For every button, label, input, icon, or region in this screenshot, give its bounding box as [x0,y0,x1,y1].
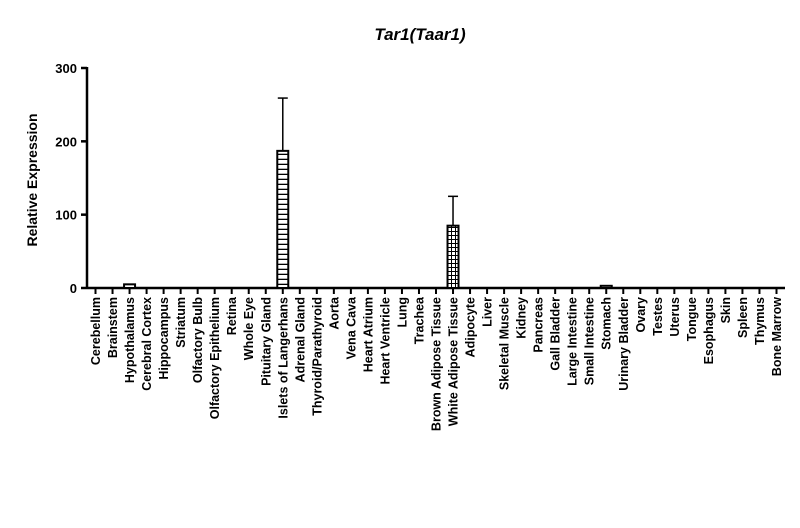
x-tick-label: White Adipose Tissue [447,297,461,426]
x-tick-label: Esophagus [702,297,716,364]
x-tick-label: Thyroid/Parathyroid [310,297,324,416]
x-tick-label: Striatum [174,297,188,348]
y-tick-label: 100 [55,208,77,223]
x-tick-label: Retina [225,296,239,335]
x-tick-label: Cerebral Cortex [140,297,154,391]
x-tick-label: Small Intestine [583,297,597,385]
bar [123,283,137,290]
bar [446,224,460,290]
x-tick-label: Ovary [634,297,648,332]
x-tick-label: Lung [395,297,409,328]
x-tick-label: Kidney [515,297,529,339]
x-tick-label: Urinary Bladder [617,297,631,391]
x-tick-label: Hippocampus [157,297,171,380]
x-tick-label: Brainstem [106,297,120,358]
x-tick-label: Whole Eye [242,297,256,360]
x-tick-label: Olfactory Bulb [191,297,205,383]
x-tick-label: Adrenal Gland [293,297,307,382]
bars [123,149,613,290]
x-tick-label: Stomach [600,297,614,350]
chart-title: Tar1(Taar1) [374,25,466,44]
x-tick-label: Thymus [753,297,767,345]
axes [85,67,785,290]
x-tick-label: Skeletal Muscle [498,297,512,390]
x-tick-label: Uterus [668,297,682,337]
x-tick-label: Adipocyte [464,297,478,357]
x-tick-label: Olfactory Epithelium [208,297,222,419]
x-tick-label: Aorta [327,296,341,330]
y-tick-label: 200 [55,134,77,149]
x-tick-label: Trachea [412,296,426,344]
x-tick-label: Islets of Langerhans [276,297,290,419]
x-tick-label: Vena Cava [344,296,358,360]
x-tick-label: Tongue [685,297,699,341]
x-ticks: Cerebellum Brainstem Hypothalamus Cerebral … [89,288,784,431]
x-tick-label: Skin [719,297,733,323]
x-tick-label: Hypothalamus [123,297,137,383]
error-bars [277,97,459,226]
y-tick-label: 0 [70,281,77,296]
y-tick-label: 300 [55,61,77,76]
x-tick-label: Liver [481,297,495,327]
x-tick-label: Large Intestine [566,297,580,386]
x-tick-label: Brown Adipose Tissue [430,297,444,431]
x-tick-label: Testes [651,297,665,336]
y-axis-label: Relative Expression [24,113,40,246]
x-tick-label: Cerebellum [89,297,103,365]
x-tick-label: Pancreas [532,297,546,353]
y-ticks: 0 100 200 300 [55,61,87,296]
bar [599,284,613,289]
x-tick-label: Heart Ventricle [378,297,392,385]
x-tick-label: Gall Bladder [549,297,563,371]
x-tick-label: Pituitary Gland [259,297,273,386]
x-tick-label: Bone Marrow [770,297,784,376]
x-tick-label: Heart Atrium [361,297,375,372]
x-tick-label: Spleen [736,297,750,338]
bar [276,149,290,289]
